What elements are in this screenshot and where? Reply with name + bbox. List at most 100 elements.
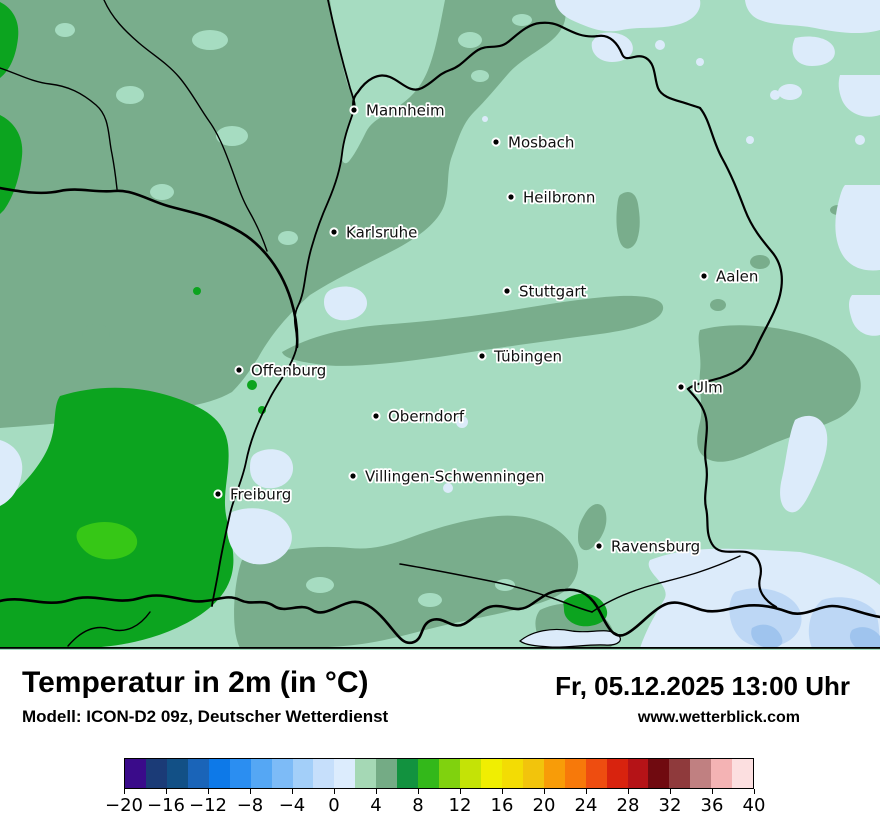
colorbar-cell-26 <box>606 759 628 788</box>
city-marker-oberndorf: Oberndorf <box>371 406 467 427</box>
colorbar-cell-4 <box>376 759 398 788</box>
colorbar-label-24: 24 <box>574 795 598 816</box>
website-url: www.wetterblick.com <box>637 709 800 726</box>
colorbar-tick-28 <box>628 789 629 794</box>
city-dot-heilbronn <box>506 192 516 202</box>
city-dot-freiburg <box>213 489 223 499</box>
colorbar-cell-18 <box>522 759 544 788</box>
border-basel-stub <box>67 611 151 647</box>
city-label-villingen: Villingen-Schwenningen <box>365 468 545 486</box>
colorbar-label-−8: −8 <box>236 795 264 816</box>
colorbar-label-−12: −12 <box>189 795 227 816</box>
colorbar-tick-0 <box>334 789 335 794</box>
colorbar-cell-6 <box>397 759 419 788</box>
colorbar-cell-32 <box>669 759 691 788</box>
city-dot-mannheim <box>349 105 359 115</box>
colorbar-cell-14 <box>480 759 502 788</box>
city-marker-ulm: Ulm <box>676 377 725 398</box>
colorbar-tick-8 <box>418 789 419 794</box>
city-label-stuttgart: Stuttgart <box>519 283 587 301</box>
temperature-colorbar <box>124 758 754 789</box>
colorbar-cell-22 <box>564 759 586 788</box>
valid-datetime: Fr, 05.12.2025 13:00 Uhr <box>555 671 850 701</box>
colorbar-tick-−8 <box>250 789 251 794</box>
city-marker-freiburg: Freiburg <box>213 484 293 505</box>
colorbar-tick-labels: −20 −16 −12 −8 −4 0 4 8 12 16 20 24 28 32 36 40 <box>105 795 765 819</box>
border-switzerland <box>0 588 880 645</box>
colorbar-label-32: 32 <box>658 795 682 816</box>
colorbar-cell--10 <box>229 759 251 788</box>
colorbar-cell-8 <box>418 759 440 788</box>
city-label-tuebingen: Tübingen <box>493 348 562 366</box>
city-dot-offenburg <box>234 365 244 375</box>
colorbar-tick-12 <box>460 789 461 794</box>
cold-patches-minus4-minus2 <box>751 624 880 648</box>
colorbar-label-−16: −16 <box>147 795 185 816</box>
colorbar-cell-0 <box>334 759 356 788</box>
colorbar-tick-20 <box>544 789 545 794</box>
border-bw-bavaria <box>686 106 783 609</box>
colorbar-label-36: 36 <box>700 795 724 816</box>
city-label-offenburg: Offenburg <box>251 362 326 380</box>
colorbar-cell--20 <box>125 759 146 788</box>
border-thin-nw2 <box>103 0 268 252</box>
colorbar-label-12: 12 <box>448 795 472 816</box>
city-label-heilbronn: Heilbronn <box>523 189 595 207</box>
city-label-oberndorf: Oberndorf <box>388 408 465 426</box>
border-france <box>0 186 299 349</box>
border-konstanz-ne <box>591 555 741 613</box>
colorbar-tick-−16 <box>166 789 167 794</box>
map-canvas: Mannheim Mosbach Heilbronn Karlsruhe Aalen St… <box>0 0 880 650</box>
map-bottom-frame <box>0 647 880 649</box>
colorbar-tick-−4 <box>292 789 293 794</box>
border-hochrhein <box>399 563 593 613</box>
city-markers: Mannheim Mosbach Heilbronn Karlsruhe Aalen St… <box>213 100 760 557</box>
colorbar-cell-16 <box>501 759 523 788</box>
border-thin-nw1 <box>0 67 118 190</box>
city-dot-tuebingen <box>477 351 487 361</box>
city-label-mosbach: Mosbach <box>508 134 574 152</box>
colorbar-tick-32 <box>670 789 671 794</box>
colorbar-label-8: 8 <box>412 795 424 816</box>
colorbar-cell-10 <box>439 759 460 788</box>
colorbar-cell-34 <box>690 759 712 788</box>
colorbar-cell--6 <box>271 759 293 788</box>
lake-constance <box>519 628 621 648</box>
colorbar-cell--4 <box>292 759 314 788</box>
colorbar-cell--14 <box>187 759 209 788</box>
colorbar-cell-24 <box>585 759 607 788</box>
city-marker-mosbach: Mosbach <box>491 132 576 153</box>
city-marker-aalen: Aalen <box>699 266 760 287</box>
colorbar-label-−20: −20 <box>105 795 143 816</box>
city-dot-ravensburg <box>594 541 604 551</box>
city-dot-oberndorf <box>371 411 381 421</box>
colorbar-tick-36 <box>712 789 713 794</box>
city-dot-stuttgart <box>502 286 512 296</box>
colorbar-cell--8 <box>250 759 272 788</box>
city-dot-mosbach <box>491 137 501 147</box>
colorbar-label-0: 0 <box>328 795 340 816</box>
colorbar-cell-38 <box>732 759 754 788</box>
city-label-aalen: Aalen <box>716 268 758 286</box>
colorbar-cell-12 <box>460 759 481 788</box>
colorbar-cell--2 <box>313 759 335 788</box>
city-label-karlsruhe: Karlsruhe <box>346 224 417 242</box>
colorbar-cell--12 <box>208 759 230 788</box>
city-marker-karlsruhe: Karlsruhe <box>329 222 419 243</box>
colorbar-cell-28 <box>627 759 649 788</box>
border-bw-north <box>352 21 702 112</box>
colorbar-tick-16 <box>502 789 503 794</box>
city-dot-karlsruhe <box>329 227 339 237</box>
city-marker-stuttgart: Stuttgart <box>502 281 588 302</box>
mint-patches-2-4 <box>55 0 564 637</box>
colorbar-cell--18 <box>145 759 167 788</box>
city-marker-offenburg: Offenburg <box>234 360 328 381</box>
city-dot-villingen <box>348 471 358 481</box>
colorbar-cell-36 <box>711 759 733 788</box>
colorbar-tick-24 <box>586 789 587 794</box>
colorbar-label-16: 16 <box>490 795 514 816</box>
city-marker-mannheim: Mannheim <box>349 100 446 121</box>
colorbar-cell--16 <box>166 759 188 788</box>
colorbar-label-40: 40 <box>742 795 766 816</box>
